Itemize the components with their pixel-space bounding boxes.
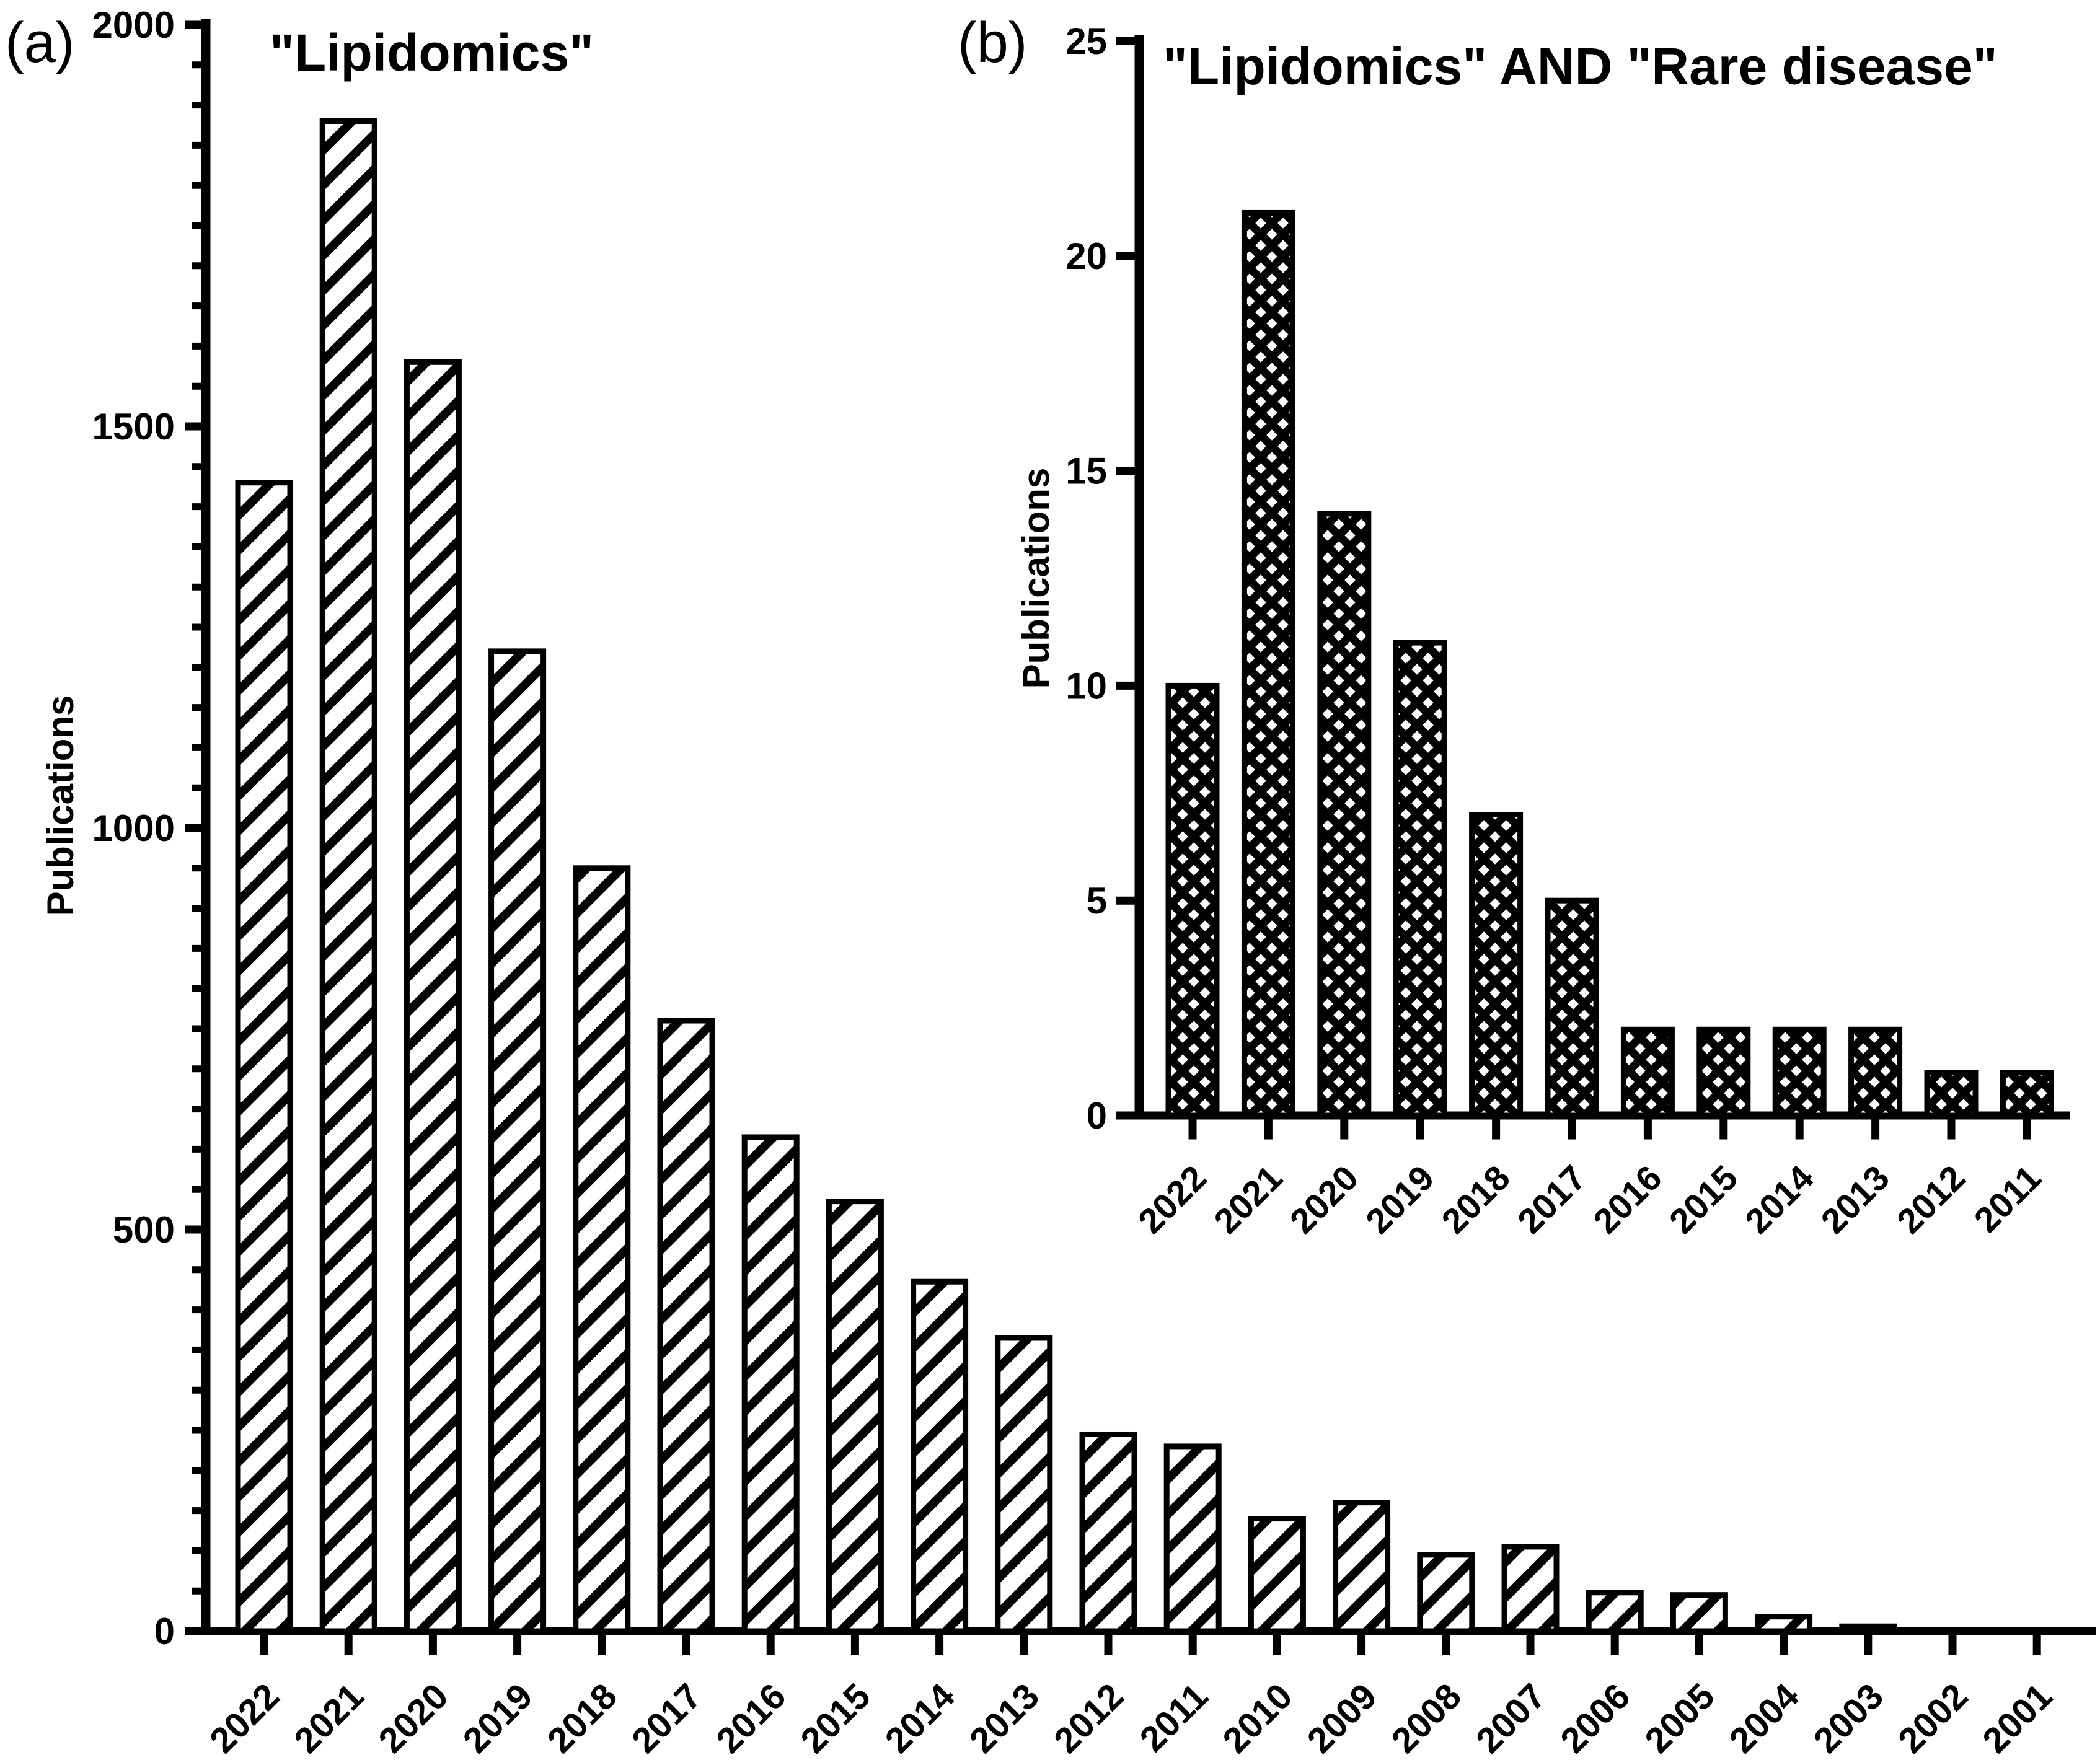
x-year-label-a-2008: 2008 (1384, 1676, 1469, 1760)
chart-b-plot-area: 0510152025202220212020201920182017201620… (1065, 20, 2070, 1241)
x-year-label-a-2004: 2004 (1722, 1676, 1807, 1760)
chart-a-plot-area: 0500100015002000202220212020201920182017… (92, 4, 2096, 1760)
x-year-label-a-2015: 2015 (793, 1676, 878, 1760)
bar-a-2012 (1079, 1431, 1137, 1634)
y-tick-label-a-1000: 1000 (92, 807, 175, 849)
chart-b-title: "Lipidomics" AND "Rare disease" (1163, 37, 1998, 95)
bar-b-2021 (1241, 209, 1295, 1119)
bar-a-2017 (657, 1018, 715, 1634)
bar-b-2016 (1620, 1026, 1675, 1119)
chart-b-y-axis-label: Publications (1015, 468, 1057, 689)
bar-b-2017 (1545, 897, 1599, 1119)
bar-b-2011 (2000, 1070, 2054, 1119)
x-year-label-a-2021: 2021 (286, 1676, 371, 1760)
bar-b-2022 (1165, 682, 1220, 1119)
y-tick-label-a-0: 0 (154, 1611, 175, 1652)
panel-a-label: (a) (5, 11, 74, 74)
chart-a-y-axis-label: Publications (40, 695, 81, 917)
y-tick-label-b-10: 10 (1065, 665, 1107, 706)
x-year-label-b-2011: 2011 (1967, 1158, 2049, 1240)
x-year-label-a-2014: 2014 (878, 1676, 963, 1760)
bar-a-2022 (235, 480, 293, 1634)
x-year-label-b-2015: 2015 (1662, 1158, 1745, 1241)
bar-a-2009 (1333, 1500, 1391, 1634)
bar-b-2015 (1696, 1026, 1751, 1119)
x-year-label-b-2017: 2017 (1510, 1158, 1594, 1241)
bar-b-2019 (1393, 640, 1447, 1119)
bar-a-2014 (911, 1278, 969, 1634)
x-year-label-a-2012: 2012 (1046, 1676, 1131, 1760)
bar-b-2020 (1317, 511, 1372, 1119)
y-tick-label-b-25: 25 (1065, 20, 1107, 62)
x-year-label-b-2019: 2019 (1358, 1158, 1442, 1241)
bar-b-2018 (1469, 811, 1524, 1119)
x-year-label-b-2020: 2020 (1282, 1158, 1366, 1241)
x-year-label-b-2022: 2022 (1131, 1158, 1214, 1241)
bar-a-2021 (319, 118, 377, 1634)
x-year-label-b-2018: 2018 (1434, 1158, 1518, 1241)
x-year-label-a-2018: 2018 (540, 1676, 625, 1760)
bar-a-2010 (1248, 1516, 1306, 1634)
bar-a-2004 (1755, 1614, 1813, 1634)
x-year-label-b-2016: 2016 (1586, 1158, 1670, 1241)
panel-b-label: (b) (958, 11, 1027, 74)
y-tick-label-a-500: 500 (113, 1209, 175, 1251)
bar-b-2014 (1772, 1026, 1827, 1119)
bar-b-2012 (1924, 1070, 1979, 1119)
bar-a-2006 (1586, 1590, 1644, 1634)
bar-a-2011 (1163, 1443, 1222, 1634)
bar-b-2013 (1848, 1026, 1903, 1119)
x-year-label-a-2020: 2020 (371, 1676, 456, 1760)
x-year-label-a-2002: 2002 (1890, 1676, 1975, 1760)
x-year-label-a-2006: 2006 (1553, 1676, 1638, 1760)
y-tick-label-b-15: 15 (1065, 451, 1107, 492)
y-tick-label-b-0: 0 (1087, 1095, 1107, 1137)
bar-a-2018 (573, 865, 631, 1634)
y-tick-label-a-1500: 1500 (92, 406, 175, 447)
x-year-label-a-2007: 2007 (1468, 1676, 1553, 1760)
x-year-label-b-2013: 2013 (1814, 1158, 1897, 1241)
x-year-label-a-2005: 2005 (1637, 1676, 1722, 1760)
x-year-label-b-2014: 2014 (1737, 1158, 1821, 1241)
x-year-label-a-2017: 2017 (624, 1676, 709, 1760)
bar-a-2005 (1670, 1592, 1728, 1634)
y-tick-label-a-2000: 2000 (92, 4, 175, 46)
x-year-label-a-2003: 2003 (1806, 1676, 1891, 1760)
bar-a-2013 (995, 1335, 1053, 1634)
bar-a-2019 (488, 648, 547, 1634)
bar-a-2003 (1839, 1623, 1897, 1634)
y-tick-label-b-20: 20 (1065, 235, 1107, 277)
x-year-label-a-2010: 2010 (1215, 1676, 1300, 1760)
bar-a-2020 (404, 359, 462, 1634)
bar-a-2016 (741, 1134, 800, 1634)
bar-a-2007 (1501, 1544, 1560, 1634)
x-year-label-a-2009: 2009 (1300, 1676, 1385, 1760)
x-year-label-a-2013: 2013 (962, 1676, 1047, 1760)
x-year-label-a-2019: 2019 (456, 1676, 540, 1760)
bar-a-2015 (826, 1199, 884, 1634)
x-year-label-a-2022: 2022 (202, 1676, 287, 1760)
x-year-label-b-2021: 2021 (1207, 1158, 1290, 1241)
bar-a-2008 (1417, 1552, 1475, 1634)
x-year-label-a-2001: 2001 (1975, 1676, 2060, 1760)
x-year-label-a-2011: 2011 (1132, 1676, 1215, 1759)
y-tick-label-b-5: 5 (1087, 880, 1107, 922)
x-year-label-b-2012: 2012 (1889, 1158, 1973, 1241)
chart-a-title: "Lipidomics" (270, 24, 594, 82)
x-year-label-a-2016: 2016 (708, 1676, 793, 1760)
